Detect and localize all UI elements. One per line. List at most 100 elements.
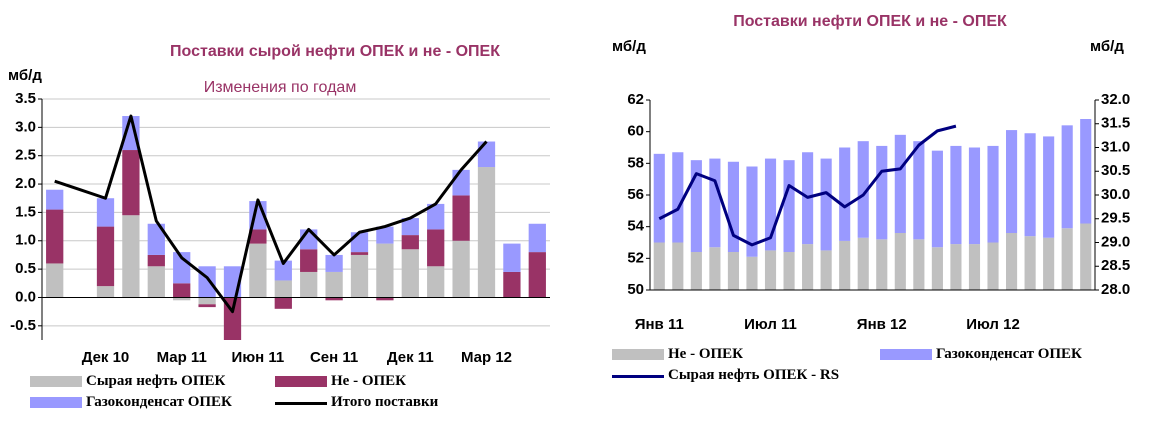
bar-segment: [46, 189, 64, 210]
bar-segment: [709, 247, 721, 290]
legend-swatch: [275, 376, 327, 387]
bar-segment: [894, 233, 906, 290]
bar-segment: [1024, 133, 1036, 237]
y2-tick-label: 31.5: [1101, 115, 1130, 132]
bar-segment: [950, 244, 962, 290]
bar-segment: [1043, 136, 1055, 238]
bar-segment: [1080, 223, 1092, 290]
bar-segment: [839, 240, 851, 290]
legend-item: Сырая нефть ОПЕК - RS: [612, 367, 880, 384]
legend-item: Не - ОПЕК: [275, 373, 475, 390]
legend-label: Газоконденсат ОПЕК: [936, 346, 1082, 362]
bar-segment: [401, 235, 419, 250]
legend-swatch: [612, 349, 664, 360]
y2-tick-label: 30.5: [1101, 162, 1130, 179]
chart-title: Поставки нефти ОПЕК и не - ОПЕК: [733, 13, 1007, 30]
x-tick-label: Июл 11: [744, 316, 797, 333]
bar-segment: [894, 134, 906, 233]
legend-label: Не - ОПЕК: [331, 373, 407, 389]
bar-segment: [198, 297, 216, 305]
bar-segment: [1024, 236, 1036, 290]
legend: Сырая нефть ОПЕК Не - ОПЕК Газоконденсат О…: [30, 373, 475, 411]
bar-segment: [46, 263, 64, 298]
bar-segment: [300, 249, 318, 272]
line: [658, 124, 957, 247]
bar-segment: [987, 242, 999, 290]
bar-segment: [452, 240, 470, 298]
bar-segment: [376, 243, 394, 298]
bar-segment: [401, 218, 419, 236]
y2-tick-label: 29.0: [1101, 233, 1130, 250]
bar-segment: [503, 243, 521, 272]
chart-title: Поставки сырой нефти ОПЕК и не - ОПЕК: [170, 43, 500, 60]
bar-segment: [46, 209, 64, 264]
bar-segment: [147, 266, 165, 298]
bar-segment: [1043, 237, 1055, 290]
bar-segment: [746, 256, 758, 290]
bar-segment: [401, 249, 419, 298]
bar-segment: [913, 141, 925, 240]
bar-segment: [528, 252, 546, 298]
x-tick-label: Сен 11: [310, 349, 358, 366]
bar-segment: [987, 145, 999, 243]
x-tick-label: Дек 10: [82, 349, 130, 366]
y-tick-label: 1.0: [15, 232, 36, 249]
bar-segment: [503, 271, 521, 298]
y-axis-label: мб/д: [612, 38, 646, 55]
bar-segment: [876, 145, 888, 240]
bar-segment: [764, 250, 777, 290]
y2-tick-label: 28.0: [1101, 281, 1130, 298]
bar-segment: [690, 160, 702, 252]
bar-segment: [1080, 119, 1092, 224]
bar-segment: [147, 254, 165, 267]
bar-segment: [350, 254, 369, 298]
bar-segment: [376, 226, 394, 244]
bar-segment: [427, 229, 445, 267]
bar-segment: [325, 297, 343, 301]
bar-segment: [96, 226, 115, 287]
y-tick-label: 62: [627, 91, 644, 108]
bar-segment: [709, 158, 721, 248]
bar-segment: [968, 147, 981, 245]
y2-tick-label: 30.0: [1101, 186, 1130, 203]
y-tick-label: 50: [627, 281, 644, 298]
x-tick-label: Июн 11: [232, 349, 285, 366]
legend-item: Газоконденсат ОПЕК: [880, 346, 1150, 363]
y-tick-label: -0.5: [10, 317, 36, 334]
legend-swatch: [612, 375, 664, 378]
bar-segment: [96, 286, 115, 298]
bar-segment: [376, 297, 394, 301]
legend-swatch: [30, 397, 82, 408]
bar-segment: [96, 198, 115, 227]
bar-segment: [350, 232, 369, 253]
bar-segment: [325, 254, 343, 272]
bar-segment: [249, 229, 267, 244]
y2-tick-label: 32.0: [1101, 91, 1130, 108]
bar-segment: [528, 223, 546, 253]
y-tick-label: 0.5: [15, 260, 36, 277]
bar-segment: [1006, 130, 1018, 233]
legend-item: Итого поставки: [275, 394, 475, 411]
bar-segment: [820, 250, 832, 290]
bar-segment: [274, 260, 292, 281]
bar-segment: [477, 167, 496, 298]
y-axis-label: мб/д: [8, 67, 42, 84]
bar-segment: [727, 252, 739, 290]
y-tick-label: 2.0: [15, 175, 36, 192]
y2-tick-label: 31.0: [1101, 138, 1130, 155]
legend-label: Не - ОПЕК: [668, 346, 744, 362]
bar-segment: [968, 244, 981, 290]
bar-segment: [783, 160, 795, 252]
bar-segment: [350, 252, 369, 255]
y-tick-label: 1.5: [15, 203, 36, 220]
bar-segment: [913, 239, 925, 290]
bar-segment: [198, 304, 216, 308]
bar-segment: [857, 141, 869, 238]
bar-segment: [1061, 228, 1073, 290]
bar-segment: [690, 252, 702, 290]
bar-segment: [876, 239, 888, 290]
legend-swatch: [30, 376, 82, 387]
y2-axis-label: мб/д: [1090, 38, 1124, 55]
